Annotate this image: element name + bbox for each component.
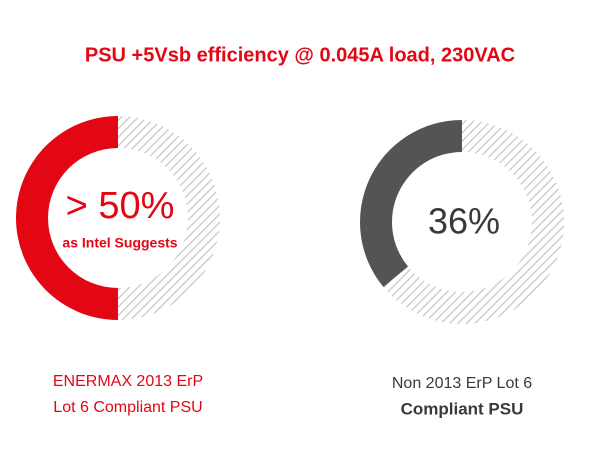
donut-segment [118, 116, 220, 320]
chart-title: PSU +5Vsb efficiency @ 0.045A load, 230V… [85, 44, 515, 66]
caption: Lot 6 Compliant PSU [53, 399, 202, 416]
caption: Non 2013 ErP Lot 6 [392, 375, 532, 392]
center-label: > 50% [66, 185, 175, 227]
donut-segment [383, 120, 565, 324]
center-note: as Intel Suggests [62, 235, 177, 251]
donut-segment [16, 116, 118, 320]
caption: ENERMAX 2013 ErP [53, 373, 203, 390]
donut-segment [360, 120, 462, 288]
center-label: 36% [428, 201, 500, 242]
caption: Compliant PSU [401, 399, 524, 418]
